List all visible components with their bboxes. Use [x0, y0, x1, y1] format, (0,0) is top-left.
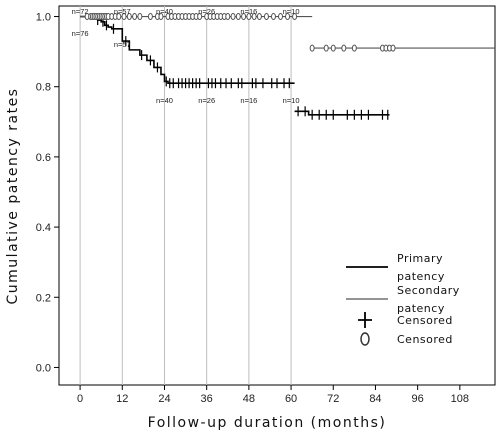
series-line [80, 15, 390, 116]
censored-oval-mark [116, 13, 122, 21]
x-tick-label: 108 [451, 393, 469, 405]
x-tick-label: 60 [285, 393, 297, 405]
censored-oval-mark [137, 13, 143, 21]
censored-oval-mark [390, 44, 396, 52]
censored-oval-mark [147, 13, 153, 21]
risk-label-bottom: n=26 [198, 96, 215, 105]
censored-oval-mark [323, 44, 329, 52]
censored-oval-mark [256, 13, 262, 21]
legend-label: Primary [397, 252, 443, 265]
y-tick-label: 0.4 [36, 222, 51, 234]
legend: PrimarypatencySecondarypatencyCensoredCe… [346, 252, 460, 346]
x-tick-label: 24 [158, 393, 170, 405]
risk-label-top: n=16 [240, 7, 257, 16]
vertical-gridlines [79, 6, 292, 385]
censored-oval-mark [341, 44, 347, 52]
risk-label-top: n=57 [114, 7, 131, 16]
y-axis-ticks: 0.0 0.2 0.4 0.6 0.8 1.0 [36, 12, 59, 374]
risk-label-bottom: n=16 [240, 96, 257, 105]
y-tick-label: 0.6 [36, 152, 51, 164]
series-primary [80, 15, 390, 120]
censored-oval-mark [270, 13, 276, 21]
risk-label-bottom: n=76 [72, 29, 89, 38]
legend-label: patency [397, 302, 445, 315]
censored-oval-mark [351, 44, 357, 52]
legend-entry-2: Secondary patency [346, 284, 460, 315]
series-line [80, 15, 495, 49]
censored-oval-mark [251, 13, 257, 21]
legend-entry-1: Primary patency [346, 252, 445, 283]
x-tick-label: 72 [327, 393, 339, 405]
legend-label: Censored [397, 314, 453, 327]
legend-label: Secondary [397, 284, 460, 297]
censored-oval-mark [241, 13, 247, 21]
risk-label-top: n=72 [72, 7, 89, 16]
legend-plus-icon [358, 312, 372, 328]
risk-label-bottom: n=57 [114, 40, 131, 49]
risk-label-top: n=26 [198, 7, 215, 16]
censored-oval-mark [158, 13, 164, 21]
risk-label-top: n=40 [156, 7, 173, 16]
x-tick-label: 0 [77, 393, 83, 405]
censored-oval-mark [126, 13, 132, 21]
censored-oval-mark [278, 13, 284, 21]
censored-oval-mark [263, 13, 269, 21]
legend-entry-3: Censored [358, 312, 453, 328]
x-tick-label: 48 [243, 393, 255, 405]
censored-oval-mark [225, 13, 231, 21]
y-tick-label: 1.0 [36, 12, 51, 24]
x-axis-title: Follow-up duration (months) [148, 415, 387, 431]
censored-oval-mark [292, 13, 298, 21]
x-tick-label: 96 [412, 393, 424, 405]
risk-label-bottom: n=10 [283, 96, 300, 105]
plot-frame [58, 5, 496, 386]
censored-oval-mark [230, 13, 236, 21]
legend-label: Censored [397, 333, 453, 346]
censored-oval-mark [246, 13, 252, 21]
x-tick-label: 84 [369, 393, 381, 405]
x-tick-label: 36 [201, 393, 213, 405]
x-axis-ticks: 0 12 24 36 48 60 72 84 96 108 [77, 385, 469, 405]
censored-oval-mark [197, 13, 203, 21]
censored-oval-mark [235, 13, 241, 21]
y-axis-title: Cumulative patency rates [5, 88, 21, 305]
censored-oval-mark [309, 44, 315, 52]
y-tick-label: 0.0 [36, 362, 51, 374]
legend-entry-4: Censored [360, 332, 453, 346]
y-tick-label: 0.2 [36, 292, 51, 304]
legend-oval-icon [360, 332, 370, 346]
censored-oval-mark [132, 13, 138, 21]
risk-label-top: n=10 [283, 7, 300, 16]
survival-curves [80, 13, 495, 120]
censored-oval-mark [121, 13, 127, 21]
at-risk-labels: n=72 n=57 n=40 n=26 n=16 n=10 n=76 n=57 n=40 n=26… [72, 7, 300, 105]
censored-oval-mark [330, 44, 336, 52]
risk-label-bottom: n=40 [156, 96, 173, 105]
legend-label: patency [397, 270, 445, 283]
series-secondary [80, 13, 495, 52]
censored-oval-mark [285, 13, 291, 21]
y-tick-label: 0.8 [36, 82, 51, 94]
x-tick-label: 12 [116, 393, 128, 405]
